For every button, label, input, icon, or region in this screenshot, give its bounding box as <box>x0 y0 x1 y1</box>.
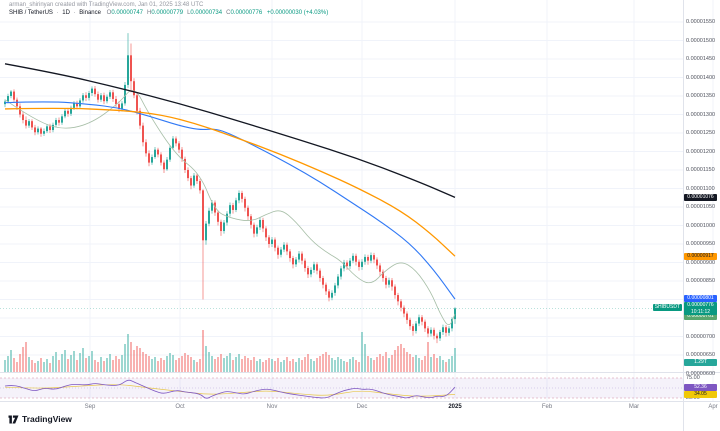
change-value: +0.00000030 (+4.03%) <box>266 10 329 16</box>
tradingview-logo[interactable]: TradingView <box>8 414 72 424</box>
rsi-pane <box>0 377 683 399</box>
separator-dot: · <box>56 10 59 16</box>
ohlc-value: 0.00000747 <box>111 10 144 16</box>
ma-green-line <box>4 90 456 326</box>
exchange-label: Binance <box>79 10 101 16</box>
ohlc-key: L <box>187 10 191 16</box>
ma-black-line <box>4 63 456 198</box>
timeframe-label[interactable]: 1D <box>62 10 70 16</box>
ohlc-key: C <box>226 10 231 16</box>
symbol-info[interactable]: SHIB / TetherUS · 1D · Binance O0.000007… <box>9 10 328 16</box>
moving-averages-layer <box>0 63 683 326</box>
separator-dot: · <box>73 10 76 16</box>
rsi-line <box>4 379 456 399</box>
volume-layer <box>4 330 456 372</box>
ma-blue-line <box>4 101 456 300</box>
grid-layer <box>0 0 714 401</box>
ma-orange-line <box>4 107 456 257</box>
ohlc-key: H <box>147 10 152 16</box>
ohlc-value: 0.00000776 <box>230 10 263 16</box>
ohlc-values: O0.00000747 H0.00000779 L0.00000734 C0.0000… <box>103 10 263 16</box>
tradingview-logo-icon <box>8 415 19 423</box>
tradingview-logo-text: TradingView <box>22 414 72 424</box>
symbol-name[interactable]: SHIB / TetherUS <box>9 10 53 16</box>
ohlc-value: 0.00000779 <box>151 10 184 16</box>
ohlc-key: O <box>106 10 112 16</box>
ohlc-value: 0.00000734 <box>190 10 223 16</box>
candles-layer <box>4 33 456 344</box>
